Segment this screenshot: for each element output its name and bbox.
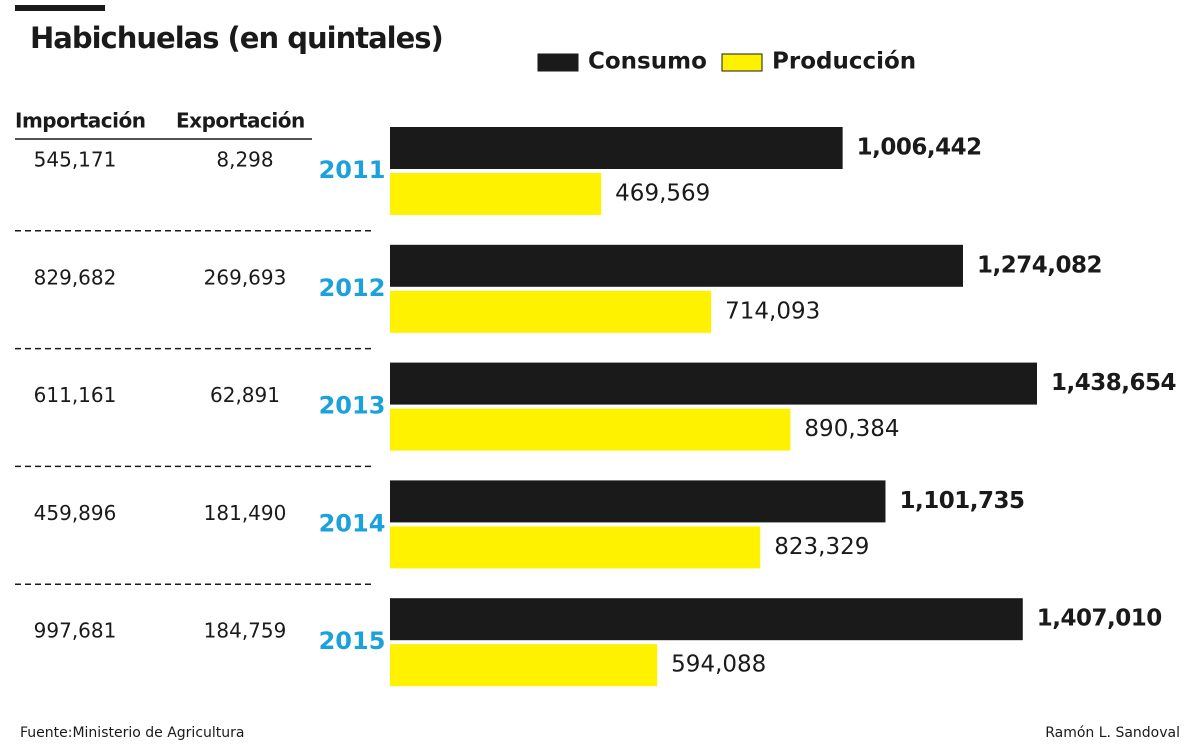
value-label: 1,006,442 [857, 135, 982, 161]
bar [390, 127, 843, 169]
value-label: 890,384 [804, 416, 899, 442]
legend-label: Consumo [588, 49, 707, 75]
value-label: 469,569 [615, 181, 710, 207]
author: Ramón L. Sandoval [1045, 725, 1180, 741]
value-label: 714,093 [725, 298, 820, 324]
legend-swatch [537, 53, 579, 72]
value-label: 1,274,082 [977, 252, 1102, 278]
column-header: Importación [15, 109, 145, 133]
table-cell: 181,490 [204, 501, 287, 525]
year-label: 2012 [319, 274, 386, 302]
value-label: 1,407,010 [1037, 606, 1162, 632]
table-cell: 8,298 [216, 148, 273, 172]
column-header: Exportación [176, 109, 305, 133]
value-label: 594,088 [671, 652, 766, 678]
year-label: 2011 [319, 156, 386, 184]
chart-title: Habichuelas (en quintales) [30, 21, 443, 55]
bar [390, 362, 1037, 405]
source: Fuente:Ministerio de Agricultura [20, 725, 244, 741]
legend-label: Producción [772, 49, 916, 75]
bar [390, 644, 658, 687]
bar [390, 480, 886, 523]
year-label: 2015 [319, 627, 386, 655]
table-cell: 997,681 [34, 619, 117, 643]
bar [390, 526, 761, 569]
bar [390, 244, 963, 287]
bar [390, 408, 791, 451]
value-label: 823,329 [774, 534, 869, 560]
bar [390, 290, 712, 333]
year-label: 2014 [319, 509, 386, 537]
table-cell: 184,759 [204, 619, 287, 643]
table-cell: 459,896 [34, 501, 117, 525]
table-cell: 545,171 [34, 148, 117, 172]
title-rule [15, 5, 105, 11]
table-cell: 611,161 [34, 383, 117, 407]
table-cell: 269,693 [204, 265, 287, 289]
table-cell: 829,682 [34, 265, 117, 289]
table-cell: 62,891 [210, 383, 280, 407]
legend-swatch [721, 53, 763, 72]
year-label: 2013 [319, 392, 386, 420]
bar [390, 173, 602, 215]
value-label: 1,438,654 [1051, 370, 1176, 396]
bar [390, 598, 1023, 641]
value-label: 1,101,735 [899, 488, 1024, 514]
